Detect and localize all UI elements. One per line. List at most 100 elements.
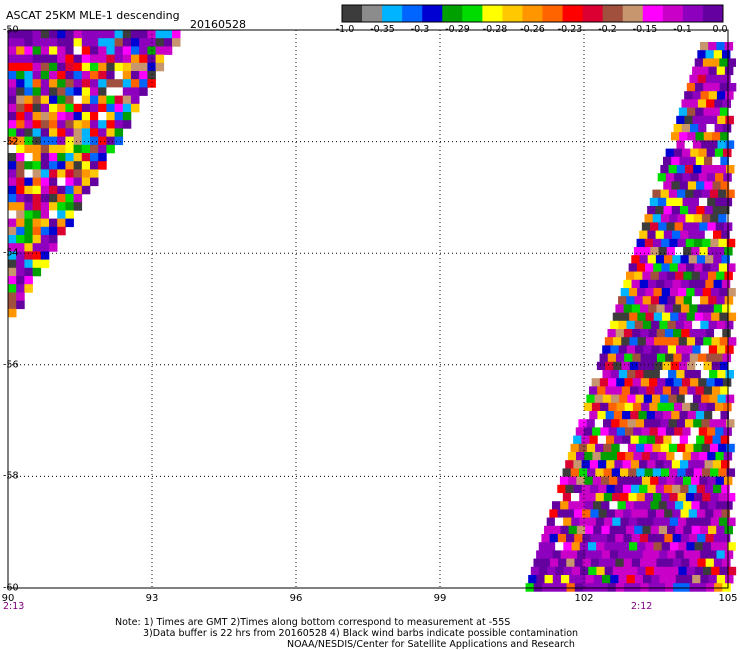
wind-cell [610,345,619,354]
wind-cell [717,165,727,174]
wind-cell [614,509,624,518]
wind-cell [578,443,588,453]
wind-cell [16,284,25,293]
wind-cell [131,95,140,105]
wind-cell [689,329,698,338]
wind-cell [714,148,724,158]
wind-cell [576,525,586,535]
wind-cell [40,153,50,162]
wind-cell [683,550,693,559]
wind-cell [81,62,91,72]
wind-cell [715,197,724,207]
wind-cell [98,87,107,96]
wind-cell [81,46,91,55]
wind-cell [710,517,720,527]
wind-cell [8,87,17,96]
wind-cell [552,550,562,559]
wind-cell [669,542,679,551]
wind-cell [686,288,695,297]
wind-cell [577,550,586,559]
wind-cell [674,476,684,486]
wind-cell [65,218,74,228]
colorbar-swatch [362,5,383,22]
wind-cell [711,312,720,322]
wind-cell [665,173,675,182]
wind-cell [669,238,678,248]
wind-cell [98,62,107,72]
wind-cell [16,79,25,88]
wind-cell [114,54,124,64]
wind-cell [40,210,50,219]
wind-cell [579,493,588,502]
wind-cell [621,361,631,371]
wind-cell [114,79,124,88]
wind-cell [692,91,701,100]
wind-cell [644,468,654,477]
wind-cell [106,144,115,154]
wind-cell [683,525,692,535]
wind-cell [49,169,58,178]
wind-cell [122,87,132,96]
wind-cell [81,136,91,146]
wind-cell [616,427,626,436]
wind-cell [57,153,66,162]
wind-cell [718,263,728,272]
wind-cell [16,276,25,285]
wind-cell [670,566,679,576]
wind-cell [704,435,713,445]
colorbar-swatch [422,5,443,22]
wind-cell [578,419,587,428]
wind-cell [57,202,66,211]
wind-cell [81,185,91,195]
wind-cell [681,99,690,108]
wind-cell [49,243,58,252]
wind-cell [721,279,731,289]
wind-cell [647,279,657,289]
wind-cell [73,194,83,203]
wind-cell [563,517,572,527]
wind-cell [40,218,50,228]
wind-cell [122,103,132,113]
wind-cell [525,583,535,592]
wind-cell [698,402,707,412]
wind-cell [32,177,42,187]
wind-cell [98,161,107,170]
wind-cell [646,411,656,420]
wind-cell [81,112,91,121]
wind-cell [32,235,42,244]
wind-cell [668,443,678,453]
wind-cell [565,460,574,469]
wind-cell [719,288,728,297]
wind-cell [702,493,711,502]
wind-cell [677,214,686,223]
wind-cell [696,206,705,215]
wind-cell [725,140,735,149]
wind-cell [661,493,670,502]
wind-cell [641,427,650,436]
wind-cell [700,370,710,379]
wind-cell [707,452,716,461]
wind-cell [663,460,673,469]
wind-cell [692,320,701,330]
wind-cell [674,501,684,510]
wind-cell [544,525,553,535]
wind-cell [640,304,649,313]
wind-cell [651,345,660,354]
wind-cell [40,128,50,137]
wind-cell [694,263,703,272]
wind-cell [626,320,636,330]
wind-cell [687,411,697,420]
wind-cell [605,361,614,371]
wind-cell [73,120,83,129]
wind-cell [40,103,50,113]
wind-cell [65,54,74,64]
wind-cell [558,558,567,568]
wind-cell [710,468,719,477]
wind-cell [702,58,712,67]
wind-cell [661,288,671,297]
wind-cell [698,148,707,158]
wind-cell [691,501,700,510]
wind-cell [695,107,704,117]
wind-cell [692,115,702,125]
wind-cell [639,484,648,494]
